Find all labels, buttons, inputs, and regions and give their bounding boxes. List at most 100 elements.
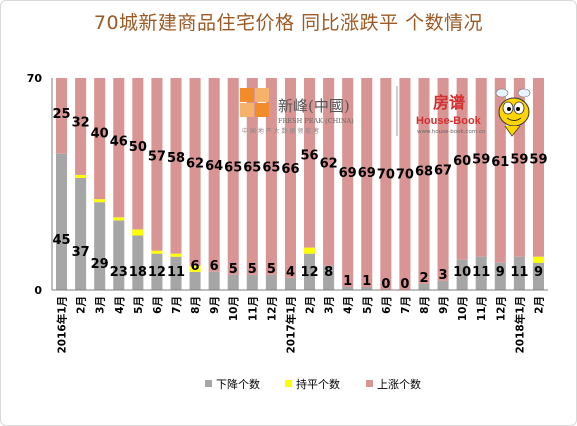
fresh-peak-logo: 新峰(中國) FRESH PEAK (CHINA) 中 国 地 产 大 数 据 … (240, 86, 398, 136)
house-book-logo: 房谱 House-Book www.house-book.com.cn (416, 88, 531, 137)
data-label-up-21: 60 (453, 154, 471, 169)
x-tick-label-24: 2018年1月 (513, 296, 526, 354)
legend-swatch-1 (285, 380, 292, 387)
data-label-down-2: 29 (91, 257, 109, 272)
data-label-down-4: 18 (129, 265, 147, 280)
data-label-up-19: 68 (415, 165, 433, 180)
bar-segment-down-25 (532, 262, 544, 290)
data-label-up-5: 57 (148, 150, 166, 165)
x-tick-label-17: 6月 (381, 296, 393, 314)
bar-segment-down-6 (170, 256, 182, 290)
bar-segment-down-11 (265, 274, 277, 290)
legend-label-2: 上涨个数 (377, 378, 421, 391)
bar-segment-up-2 (94, 78, 106, 200)
bar-segment-flat-4 (132, 229, 144, 236)
x-tick-label-25: 2月 (534, 296, 546, 314)
data-label-down-9: 5 (229, 262, 238, 277)
data-label-down-8: 6 (210, 259, 219, 274)
y-tick-label-1: 70 (27, 72, 43, 85)
axis-layer: 0 70 (27, 72, 548, 297)
x-tick-label-4: 5月 (133, 296, 145, 314)
x-tick-label-8: 9月 (209, 296, 221, 314)
data-label-up-10: 65 (243, 161, 261, 176)
x-tick-label-23: 12月 (495, 296, 507, 321)
data-label-up-17: 70 (377, 167, 395, 182)
bar-segment-up-11 (265, 78, 277, 275)
bar-segment-up-21 (456, 78, 468, 260)
bar-segment-down-1 (75, 177, 87, 290)
data-label-down-25: 9 (534, 265, 543, 280)
bar-segment-flat-5 (151, 250, 163, 254)
data-label-up-11: 65 (262, 161, 280, 176)
bar-segment-up-24 (513, 78, 525, 257)
legend-swatch-2 (366, 380, 373, 387)
fresh-peak-en: FRESH PEAK (CHINA) (278, 117, 354, 125)
x-tick-label-3: 4月 (114, 296, 126, 314)
data-label-up-7: 62 (186, 157, 204, 172)
data-label-down-17: 0 (381, 277, 390, 292)
x-tick-label-11: 12月 (266, 296, 278, 321)
bar-segment-down-3 (113, 220, 125, 290)
bar-segment-down-22 (475, 256, 487, 290)
bee-mascot-icon (495, 88, 531, 137)
data-label-up-25: 59 (529, 152, 547, 167)
bar-segment-up-4 (132, 78, 144, 230)
logo-square-2 (255, 88, 269, 102)
data-label-up-1: 32 (72, 116, 90, 131)
bar-segment-down-21 (456, 259, 468, 290)
bar-segment-down-12 (284, 277, 296, 290)
bar-segment-down-10 (246, 274, 258, 290)
logo-square-4 (255, 103, 269, 117)
legend-label-0: 下降个数 (216, 377, 260, 391)
data-label-down-5: 12 (148, 265, 166, 280)
x-tick-label-10: 11月 (247, 296, 259, 321)
data-label-down-18: 0 (400, 277, 409, 292)
data-label-down-21: 10 (453, 265, 471, 280)
data-label-up-4: 50 (129, 140, 147, 155)
bar-segment-up-20 (437, 78, 449, 281)
bar-segment-down-4 (132, 235, 144, 290)
bar-segment-down-15 (342, 286, 354, 290)
data-label-down-1: 37 (72, 245, 90, 260)
bar-segment-down-2 (94, 202, 106, 290)
bar-segment-flat-2 (94, 199, 106, 203)
data-label-up-24: 59 (510, 152, 528, 167)
legend-swatch-0 (205, 380, 212, 387)
bar-segment-up-7 (189, 78, 201, 266)
bar-segment-down-7 (189, 271, 201, 290)
data-label-up-16: 69 (358, 166, 376, 181)
bar-segment-flat-25 (532, 256, 544, 263)
y-tick-label-0: 0 (34, 284, 42, 297)
house-book-cn: 房谱 (433, 93, 465, 112)
x-tick-label-14: 3月 (324, 296, 336, 314)
data-label-up-8: 64 (205, 159, 223, 174)
bar-segment-up-8 (208, 78, 220, 272)
data-label-up-15: 69 (339, 166, 357, 181)
x-tick-label-7: 8月 (190, 296, 202, 314)
data-label-down-15: 1 (343, 274, 352, 289)
data-label-down-24: 11 (510, 265, 528, 280)
bar-segment-flat-1 (75, 174, 87, 178)
x-tick-label-5: 6月 (152, 296, 164, 314)
bars-layer (56, 78, 544, 290)
x-tick-label-16: 5月 (362, 296, 374, 314)
bar-segment-flat-3 (113, 217, 125, 221)
x-tick-label-9: 10月 (228, 296, 240, 321)
chart-title: 70城新建商品住宅价格 同比涨跌平 个数情况 (93, 12, 484, 34)
bar-segment-down-16 (361, 286, 373, 290)
data-label-up-22: 59 (472, 152, 490, 167)
data-label-down-20: 3 (439, 268, 448, 283)
legend-label-1: 持平个数 (296, 377, 340, 391)
data-label-down-12: 4 (286, 265, 295, 280)
data-label-up-9: 65 (224, 161, 242, 176)
data-label-up-0: 25 (52, 107, 70, 122)
x-tick-label-21: 10月 (457, 296, 469, 321)
bar-segment-down-20 (437, 280, 449, 290)
fresh-peak-sub: 中 国 地 产 大 数 据 领 航 者 (242, 127, 319, 135)
data-label-down-16: 1 (362, 274, 371, 289)
x-tick-label-15: 4月 (343, 296, 355, 314)
bar-segment-up-19 (418, 78, 430, 284)
bar-segment-down-0 (56, 153, 68, 290)
data-label-down-7: 6 (191, 259, 200, 274)
